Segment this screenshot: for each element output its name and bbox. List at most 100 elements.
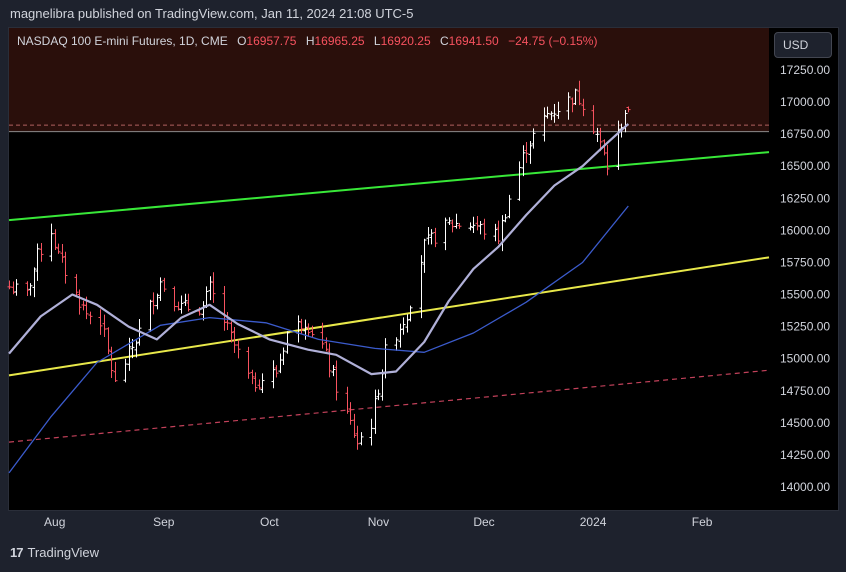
ohlc-bar xyxy=(106,327,111,355)
ohlc-bar xyxy=(257,379,262,390)
ohlc-bar xyxy=(25,281,30,296)
y-tick-label: 14000.00 xyxy=(780,480,830,494)
ohlc-bar xyxy=(236,339,241,359)
y-tick-label: 16500.00 xyxy=(780,159,830,173)
ohlc-bar xyxy=(577,80,582,106)
ohlc-bar xyxy=(521,145,526,177)
ohlc-bar xyxy=(605,144,610,176)
y-tick-label: 14250.00 xyxy=(780,448,830,462)
ohlc-bar xyxy=(155,293,160,310)
slow-moving-average xyxy=(8,205,629,474)
ohlc-bar xyxy=(348,402,353,425)
fast-moving-average xyxy=(8,123,630,376)
ohlc-bar xyxy=(394,337,399,351)
ohlc-bar xyxy=(345,386,350,414)
ohlc-bar xyxy=(274,365,279,378)
low-value: 16920.25 xyxy=(380,34,431,48)
ohlc-bar xyxy=(98,309,103,335)
ohlc-bar xyxy=(113,361,118,383)
ohlc-bar xyxy=(426,227,431,245)
y-tick-label: 17000.00 xyxy=(780,95,830,109)
ohlc-bar xyxy=(566,92,571,120)
ohlc-bar xyxy=(405,314,410,333)
ohlc-bar xyxy=(271,360,276,389)
ohlc-bar xyxy=(88,311,93,325)
ohlc-bar xyxy=(468,222,473,231)
ohlc-bar xyxy=(493,223,498,242)
lower-dashed-trendline xyxy=(8,369,770,443)
ohlc-bar xyxy=(63,251,68,284)
ohlc-bar xyxy=(201,301,206,321)
open-label: O xyxy=(237,34,247,48)
ohlc-bar xyxy=(211,272,216,303)
ohlc-bar xyxy=(443,217,448,251)
yellow-trendline xyxy=(8,256,770,377)
x-tick-label: Oct xyxy=(260,515,279,529)
ohlc-bar xyxy=(102,314,107,338)
ohlc-bar xyxy=(419,255,424,319)
ohlc-bar xyxy=(179,295,184,314)
ohlc-bar xyxy=(598,127,603,152)
ohlc-bar xyxy=(429,229,434,245)
ohlc-bar xyxy=(11,281,16,295)
close-value: 16941.50 xyxy=(448,34,499,48)
ohlc-bar xyxy=(355,425,360,450)
ohlc-bar xyxy=(28,283,33,296)
open-value: 16957.75 xyxy=(246,34,297,48)
ohlc-bar xyxy=(320,322,325,349)
ohlc-bar xyxy=(281,347,286,365)
publisher-line: magnelibra published on TradingView.com,… xyxy=(10,6,414,21)
x-tick-label: Feb xyxy=(692,515,713,529)
symbol-title: NASDAQ 100 E-mini Futures, 1D, CME xyxy=(17,34,228,48)
ohlc-bar xyxy=(208,276,213,301)
ohlc-bar xyxy=(528,141,533,164)
ohlc-bar xyxy=(376,389,381,401)
ohlc-bar xyxy=(454,213,459,229)
ohlc-bar xyxy=(39,243,44,262)
ohlc-bar xyxy=(74,274,79,298)
ohlc-bar xyxy=(570,97,575,113)
x-tick-label: 2024 xyxy=(580,515,607,529)
ohlc-bar xyxy=(478,221,483,235)
ohlc-bar xyxy=(595,127,600,143)
y-tick-label: 14750.00 xyxy=(780,384,830,398)
green-trendline xyxy=(8,151,770,222)
ohlc-bar xyxy=(542,107,547,142)
resistance-zone xyxy=(9,28,769,132)
y-tick-label: 15250.00 xyxy=(780,320,830,334)
y-tick-label: 17250.00 xyxy=(780,63,830,77)
low-label: L xyxy=(373,34,381,48)
change-value: −24.75 (−0.15%) xyxy=(508,34,598,48)
ohlc-bar xyxy=(151,292,156,315)
ohlc-bar xyxy=(517,161,522,201)
ohlc-bar xyxy=(123,358,128,383)
y-tick-label: 16250.00 xyxy=(780,191,830,205)
ohlc-bar xyxy=(250,369,255,385)
ohlc-bar xyxy=(225,312,230,330)
x-tick-label: Aug xyxy=(44,515,65,529)
ohlc-bar xyxy=(186,293,191,312)
high-label: H xyxy=(305,34,315,48)
ohlc-bar xyxy=(398,323,403,348)
ohlc-bar xyxy=(77,289,82,315)
y-tick-label: 14500.00 xyxy=(780,416,830,430)
ohlc-bar xyxy=(503,213,508,223)
ohlc-bar xyxy=(253,372,258,392)
x-tick-label: Sep xyxy=(153,515,175,529)
ohlc-bar xyxy=(507,194,512,219)
ohlc-bar xyxy=(158,277,163,302)
close-label: C xyxy=(440,34,449,48)
ohlc-bar xyxy=(306,323,311,337)
ohlc-bar xyxy=(183,293,188,306)
currency-button[interactable]: USD xyxy=(774,32,832,58)
ohlc-bar xyxy=(369,418,374,446)
ohlc-bar xyxy=(246,346,251,379)
ohlc-bar xyxy=(334,360,339,401)
ohlc-bar xyxy=(109,346,114,378)
ohlc-bar xyxy=(471,216,476,233)
x-tick-label: Dec xyxy=(473,515,494,529)
ohlc-bar xyxy=(260,373,265,394)
ohlc-bar xyxy=(327,343,332,378)
ohlc-bar xyxy=(310,325,315,338)
